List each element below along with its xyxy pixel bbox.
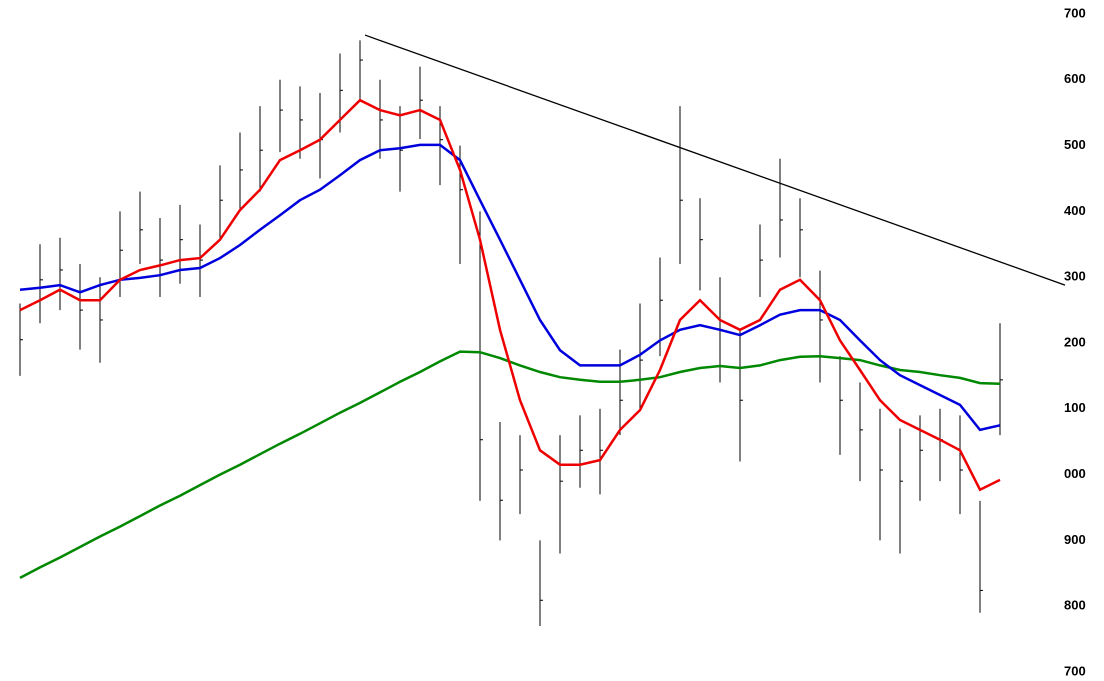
y-tick-label: 800 xyxy=(1064,598,1086,613)
moving-average xyxy=(19,143,1001,432)
trendline xyxy=(364,34,1066,286)
y-tick-label: 300 xyxy=(1064,269,1086,284)
y-tick-label: 200 xyxy=(1064,334,1086,349)
y-tick-label: 600 xyxy=(1064,71,1086,86)
y-tick-label: 900 xyxy=(1064,532,1086,547)
y-tick-label: 400 xyxy=(1064,203,1086,218)
moving-average xyxy=(19,98,1001,492)
moving-average xyxy=(19,350,1001,580)
y-tick-label: 000 xyxy=(1064,466,1086,481)
y-tick-label: 700 xyxy=(1064,663,1086,678)
y-tick-label: 100 xyxy=(1064,400,1086,415)
y-tick-label: 500 xyxy=(1064,137,1086,152)
y-tick-label: 700 xyxy=(1064,5,1086,20)
